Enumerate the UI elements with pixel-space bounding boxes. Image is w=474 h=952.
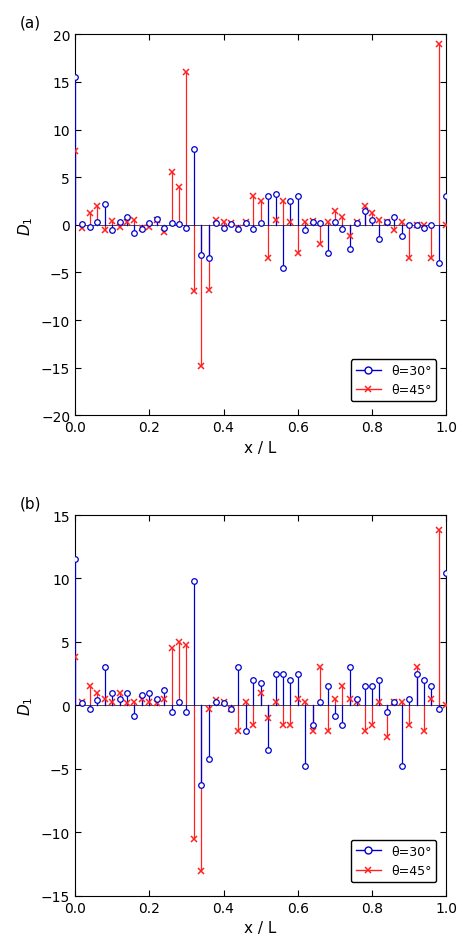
Text: (b): (b) [19, 496, 41, 511]
Legend: θ=30°, θ=45°: θ=30°, θ=45° [351, 840, 437, 883]
Y-axis label: $D_1$: $D_1$ [17, 216, 36, 235]
X-axis label: x / L: x / L [245, 921, 277, 936]
Y-axis label: $D_1$: $D_1$ [17, 696, 36, 716]
Legend: θ=30°, θ=45°: θ=30°, θ=45° [351, 360, 437, 402]
Text: (a): (a) [19, 15, 40, 30]
X-axis label: x / L: x / L [245, 440, 277, 455]
